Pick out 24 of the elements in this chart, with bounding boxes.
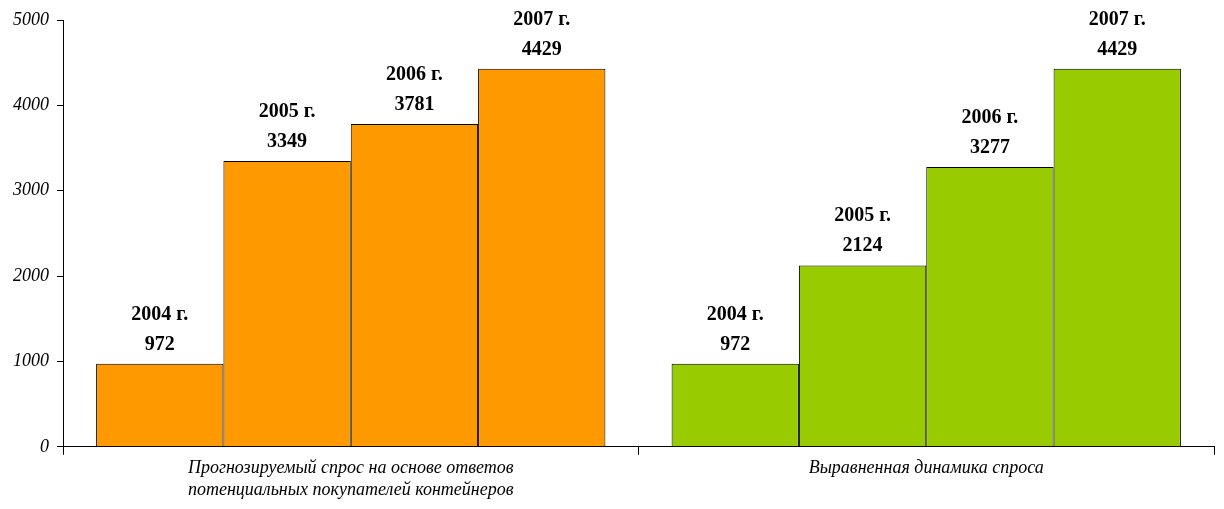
x-tick-label: Прогнозируемый спрос на основе ответов потенциальных покупателей контейнеров xyxy=(186,457,514,499)
data-label: 2124 xyxy=(842,233,883,256)
y-tick-label: 5000 xyxy=(13,8,49,29)
text: 2004 г. xyxy=(706,301,764,324)
data-label: 3781 xyxy=(394,92,435,115)
y-tick-label: 1000 xyxy=(13,350,49,371)
data-label: 972 xyxy=(720,331,751,354)
text: 2004 г. xyxy=(131,301,189,324)
text: 2006 г. xyxy=(961,105,1019,128)
data-label: 3349 xyxy=(267,128,308,151)
y-tick-label: 3000 xyxy=(12,179,49,200)
y-tick-label: 0 xyxy=(40,435,49,456)
y-tick-label: 2000 xyxy=(13,264,49,285)
data-label: 4429 xyxy=(1097,36,1138,59)
x-tick-label: Выравненная динамика спроса xyxy=(808,457,1044,478)
data-label: 972 xyxy=(144,331,175,354)
text: 2005 г. xyxy=(258,98,316,121)
text: 2007 г. xyxy=(513,6,571,29)
text: 2006 г. xyxy=(386,62,443,85)
data-label: 3277 xyxy=(969,135,1010,158)
text: 2005 г. xyxy=(834,203,891,226)
y-tick-label: 4000 xyxy=(13,94,49,115)
text: 2007 г. xyxy=(1088,6,1146,29)
data-label: 4429 xyxy=(521,36,562,59)
